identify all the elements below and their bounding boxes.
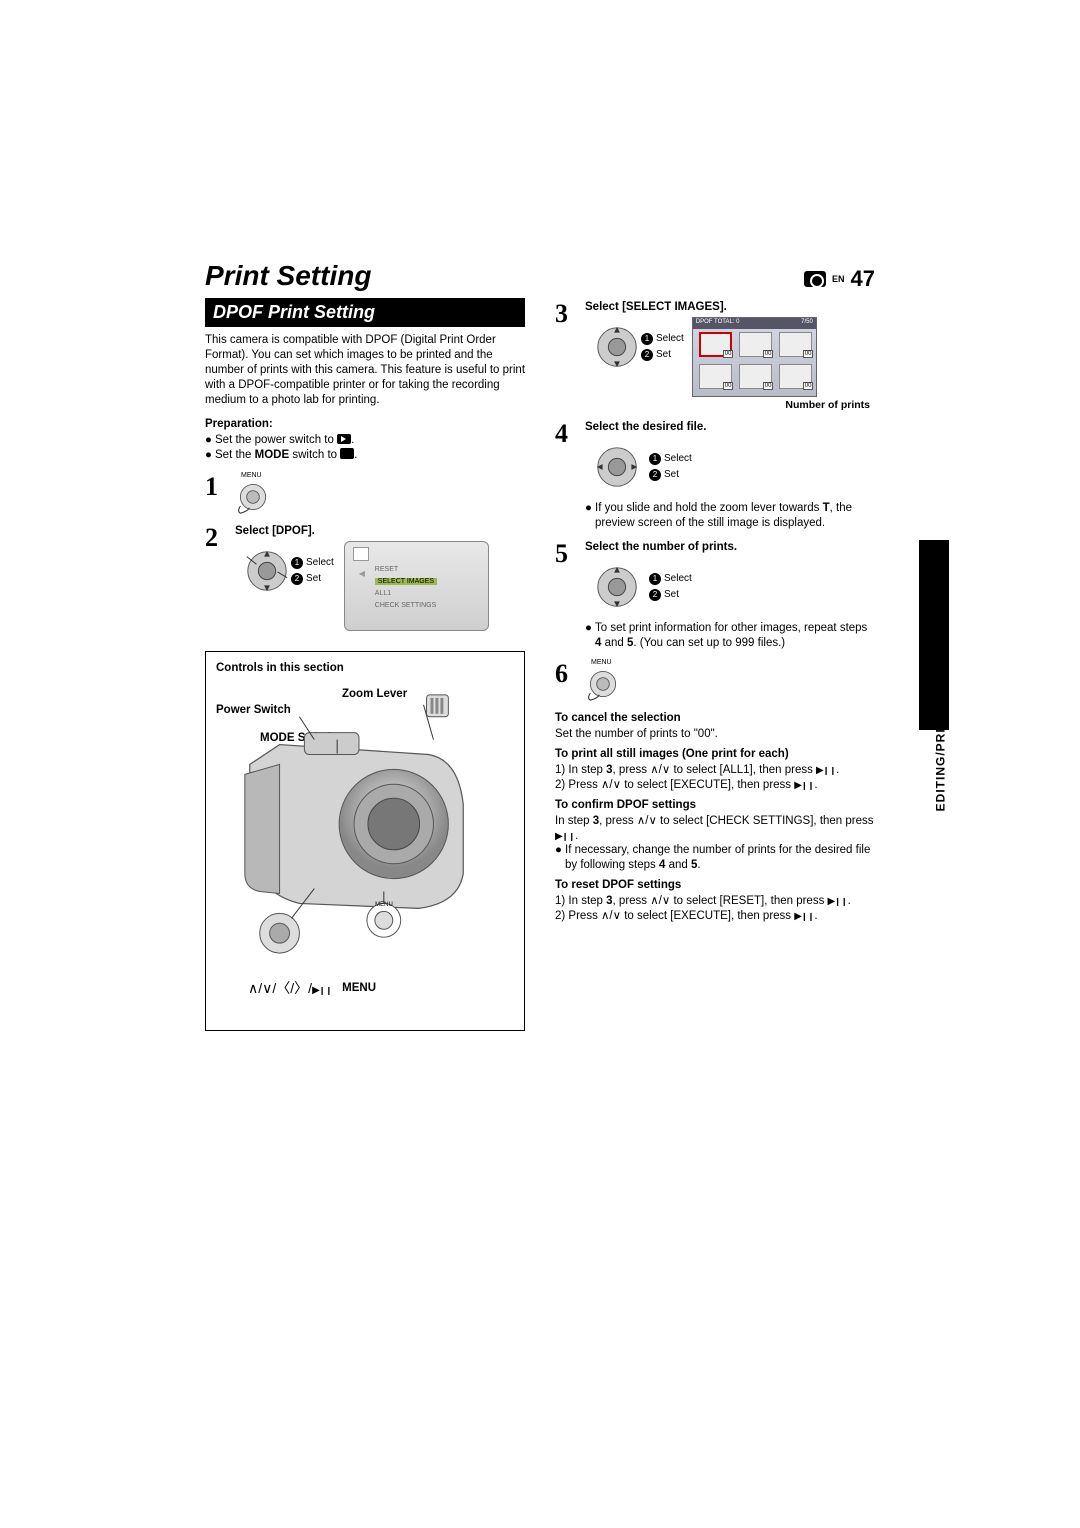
step-number: 1 <box>205 474 235 500</box>
step-3: 3 Select [SELECT IMAGES]. 1Select 2Set <box>555 301 875 411</box>
menu-knob-icon <box>235 479 271 515</box>
reset-line2: 2) Press ∧/∨ to select [EXECUTE], then p… <box>555 909 875 924</box>
columns: DPOF Print Setting This camera is compat… <box>205 298 875 1031</box>
intro-text: This camera is compatible with DPOF (Dig… <box>205 333 525 408</box>
controls-title: Controls in this section <box>216 662 514 674</box>
printall-line1: 1) In step 3, press ∧/∨ to select [ALL1]… <box>555 763 875 778</box>
preparation-title: Preparation: <box>205 418 525 430</box>
menu-knob-icon <box>585 666 621 702</box>
page-header: Print Setting EN 47 <box>205 260 875 292</box>
play-icon <box>337 434 351 444</box>
cancel-body: Set the number of prints to "00". <box>555 727 875 742</box>
printall-line2: 2) Press ∧/∨ to select [EXECUTE], then p… <box>555 778 875 793</box>
printall-title: To print all still images (One print for… <box>555 748 875 760</box>
cancel-title: To cancel the selection <box>555 712 875 724</box>
step-4-title: Select the desired file. <box>585 421 875 433</box>
confirm-title: To confirm DPOF settings <box>555 799 875 811</box>
prep-bullet-2: ● Set the MODE switch to . <box>205 448 525 464</box>
thumbnail-grid: DPOF TOTAL: 07/50 00 00 00 00 00 00 <box>692 317 817 397</box>
step-number: 5 <box>555 541 585 567</box>
menu-label: MENU <box>342 982 376 994</box>
select-set-labels: 1Select 2Set <box>291 555 334 587</box>
step-5-title: Select the number of prints. <box>585 541 875 553</box>
side-label: EDITING/PRINTING <box>933 686 947 811</box>
step-2: 2 Select [DPOF]. 1Select 2Set <box>205 525 525 631</box>
camera-icon <box>804 271 826 287</box>
nav-symbols: ∧/∨/〈/〉/ <box>248 978 332 998</box>
reset-line1: 1) In step 3, press ∧/∨ to select [RESET… <box>555 894 875 909</box>
menu-tiny-label: MENU <box>241 472 525 479</box>
page-number: 47 <box>851 266 875 292</box>
joystick-icon <box>593 323 641 371</box>
lang-code: EN <box>832 274 845 284</box>
step-5: 5 Select the number of prints. 1Select 2… <box>555 541 875 651</box>
section-header: DPOF Print Setting <box>205 298 525 327</box>
left-column: DPOF Print Setting This camera is compat… <box>205 298 525 1031</box>
step-3-title: Select [SELECT IMAGES]. <box>585 301 875 313</box>
step-number: 3 <box>555 301 585 327</box>
step-4-note: ● If you slide and hold the zoom lever t… <box>585 501 875 531</box>
menu-tiny-label: MENU <box>370 902 398 908</box>
number-of-prints-label: Number of prints <box>585 399 870 411</box>
joystick-icon <box>593 443 641 491</box>
step-number: 6 <box>555 661 585 687</box>
page-number-box: EN 47 <box>804 266 875 292</box>
step-2-title: Select [DPOF]. <box>235 525 525 537</box>
confirm-line1: In step 3, press ∧/∨ to select [CHECK SE… <box>555 814 875 844</box>
dpof-menu-illustration: ◀ RESET SELECT IMAGES ALL1 CHECK SETTING… <box>344 541 489 631</box>
joystick-icon <box>593 563 641 611</box>
step-4: 4 Select the desired file. 1Select 2Set … <box>555 421 875 531</box>
step-6: 6 MENU <box>555 661 875 702</box>
menu-tiny-label: MENU <box>591 659 875 666</box>
reset-title: To reset DPOF settings <box>555 879 875 891</box>
manual-page: Print Setting EN 47 DPOF Print Setting T… <box>205 260 875 1200</box>
joystick-icon <box>243 547 291 595</box>
step-5-note: ● To set print information for other ima… <box>585 621 875 651</box>
camera-illustration <box>220 694 498 954</box>
confirm-bullet: ● If necessary, change the number of pri… <box>555 843 875 873</box>
prep-bullet-1: ● Set the power switch to . <box>205 433 525 449</box>
step-number: 2 <box>205 525 235 551</box>
controls-box: Controls in this section Zoom Lever Powe… <box>205 651 525 1031</box>
mode-icon <box>340 448 354 459</box>
step-1: 1 MENU <box>205 474 525 515</box>
right-column: 3 Select [SELECT IMAGES]. 1Select 2Set <box>555 298 875 1031</box>
page-title: Print Setting <box>205 260 371 292</box>
step-number: 4 <box>555 421 585 447</box>
